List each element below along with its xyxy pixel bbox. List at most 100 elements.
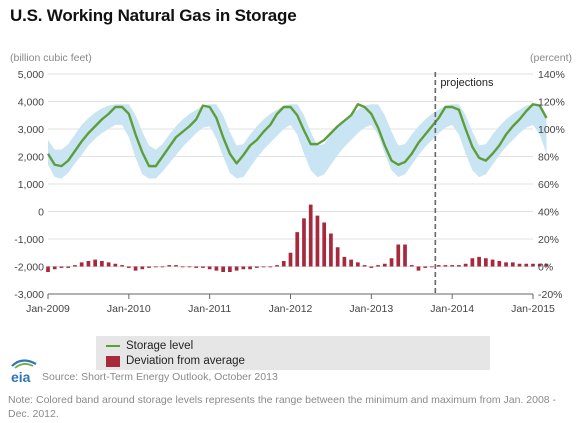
deviation-bar bbox=[201, 266, 205, 268]
deviation-bar bbox=[349, 259, 353, 267]
deviation-bar bbox=[389, 258, 394, 267]
y-tick-left: -3,000 bbox=[14, 289, 44, 301]
legend-item-deviation: Deviation from average bbox=[106, 355, 245, 367]
deviation-bar bbox=[248, 266, 252, 270]
x-tick-label: Jan-2011 bbox=[188, 303, 231, 315]
deviation-bar bbox=[477, 256, 481, 267]
deviation-bar bbox=[295, 232, 300, 267]
deviation-bar bbox=[59, 266, 64, 268]
deviation-bar bbox=[207, 266, 212, 270]
deviation-bar bbox=[281, 261, 286, 267]
x-tick-label: Jan-2012 bbox=[269, 303, 313, 315]
y-tick-left: 5,000 bbox=[18, 69, 44, 81]
deviation-bar bbox=[356, 262, 360, 267]
x-tick-label: Jan-2010 bbox=[107, 303, 151, 315]
deviation-bar bbox=[504, 262, 508, 267]
deviation-bar bbox=[450, 265, 455, 267]
deviation-bar bbox=[167, 265, 172, 267]
deviation-bar bbox=[147, 266, 151, 268]
x-tick-label: Jan-2015 bbox=[511, 303, 555, 315]
deviation-bar bbox=[113, 263, 118, 267]
y-tick-left: 3,000 bbox=[18, 124, 44, 136]
deviation-bar bbox=[160, 266, 165, 268]
deviation-bar bbox=[79, 262, 84, 267]
x-tick-label: Jan-2009 bbox=[26, 303, 70, 315]
legend-label-storage: Storage level bbox=[126, 340, 194, 352]
right-axis-unit: (percent) bbox=[530, 52, 572, 64]
deviation-bar bbox=[308, 204, 313, 267]
deviation-bar bbox=[315, 215, 320, 267]
y-tick-left: 1,000 bbox=[18, 179, 44, 191]
y-tick-right: 80% bbox=[538, 152, 559, 164]
deviation-bar bbox=[228, 266, 232, 272]
chart-title: U.S. Working Natural Gas in Storage bbox=[10, 6, 297, 25]
y-tick-right: 40% bbox=[538, 207, 559, 219]
deviation-bar bbox=[106, 262, 111, 267]
deviation-bar bbox=[497, 261, 502, 267]
footnote: Note: Colored band around storage levels… bbox=[8, 394, 557, 420]
deviation-bar bbox=[153, 266, 158, 268]
deviation-bar bbox=[322, 222, 327, 267]
y-tick-right: 100% bbox=[538, 124, 565, 136]
deviation-bar bbox=[194, 266, 199, 268]
projection-label: projections bbox=[440, 77, 494, 89]
y-tick-left: 0 bbox=[38, 207, 44, 219]
deviation-bar bbox=[302, 218, 306, 267]
deviation-bar bbox=[261, 266, 266, 268]
deviation-bar bbox=[537, 263, 542, 267]
deviation-bar bbox=[416, 266, 421, 271]
deviation-bar bbox=[430, 266, 434, 268]
y-tick-left: -2,000 bbox=[14, 262, 44, 274]
deviation-bar bbox=[483, 258, 488, 267]
y-tick-right: 140% bbox=[538, 69, 565, 81]
deviation-bar bbox=[241, 266, 246, 270]
y-tick-left: 2,000 bbox=[18, 152, 44, 164]
gridlines bbox=[48, 73, 533, 267]
deviation-bar bbox=[268, 266, 273, 268]
deviation-bar bbox=[403, 244, 407, 267]
deviation-bar bbox=[288, 252, 293, 267]
legend: Storage level Deviation from average bbox=[96, 336, 490, 370]
deviation-bar bbox=[52, 266, 57, 270]
y-tick-right: 60% bbox=[538, 179, 559, 191]
left-axis-unit: (billion cubic feet) bbox=[10, 52, 92, 64]
storage-line-path bbox=[46, 103, 548, 168]
deviation-bars bbox=[46, 204, 549, 272]
deviation-bar bbox=[376, 265, 380, 267]
deviation-bar bbox=[335, 247, 340, 267]
deviation-bar bbox=[382, 263, 387, 267]
legend-label-deviation: Deviation from average bbox=[126, 355, 245, 367]
deviation-bar bbox=[100, 261, 104, 267]
deviation-bar bbox=[46, 266, 50, 272]
legend-item-storage: Storage level bbox=[106, 340, 193, 352]
deviation-bar bbox=[93, 259, 98, 267]
deviation-bar bbox=[140, 266, 145, 270]
x-tick-label: Jan-2013 bbox=[349, 303, 393, 315]
chart: (billion cubic feet) (percent) 5,000 140%… bbox=[10, 52, 572, 315]
deviation-bar bbox=[510, 262, 515, 267]
deviation-bar bbox=[254, 266, 259, 268]
deviation-bar bbox=[120, 265, 124, 267]
deviation-bar bbox=[234, 266, 239, 271]
deviation-bar bbox=[214, 266, 219, 271]
deviation-bar bbox=[275, 265, 279, 267]
y-tick-left: 4,000 bbox=[18, 97, 44, 109]
deviation-bar bbox=[187, 266, 192, 268]
logo-text: eia bbox=[11, 369, 31, 385]
projection-marker: projections bbox=[434, 72, 494, 294]
deviation-bar bbox=[463, 263, 468, 267]
deviation-bar bbox=[470, 258, 475, 267]
deviation-bar bbox=[436, 265, 441, 267]
deviation-bar bbox=[362, 265, 367, 267]
deviation-bar bbox=[86, 261, 91, 267]
deviation-bar bbox=[133, 266, 138, 271]
y-tick-right: 120% bbox=[538, 97, 565, 109]
legend-bar-swatch bbox=[106, 355, 120, 367]
deviation-bar bbox=[457, 265, 461, 267]
legend-line-swatch bbox=[106, 345, 120, 347]
deviation-bar bbox=[342, 256, 347, 267]
deviation-bar bbox=[73, 265, 77, 267]
y-tick-right: 0% bbox=[538, 262, 553, 274]
deviation-bar bbox=[126, 266, 131, 268]
deviation-bar bbox=[443, 265, 448, 267]
